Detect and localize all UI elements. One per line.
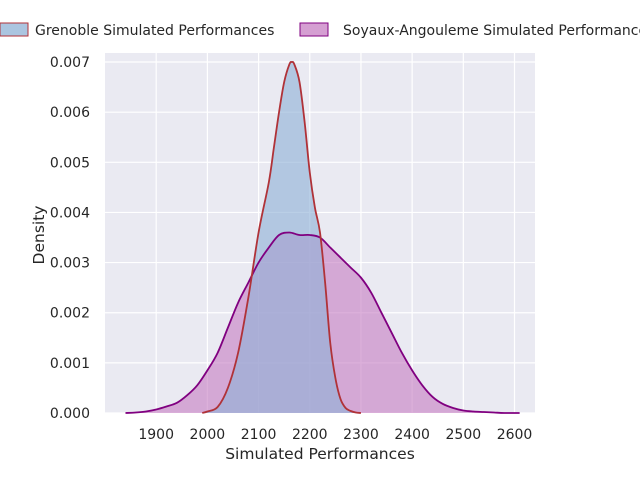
x-tick-label: 2100 [241, 427, 277, 443]
y-tick-label: 0.007 [50, 55, 90, 71]
x-tick-label: 2500 [446, 427, 482, 443]
y-tick-label: 0.006 [50, 105, 90, 121]
y-axis: 0.000 0.001 0.002 0.003 0.004 0.005 0.006 0.007 [50, 55, 90, 422]
plot-area [125, 61, 520, 414]
series-line-0 [202, 61, 362, 414]
legend-swatch-0 [0, 22, 29, 37]
legend: Grenoble Simulated Performances Soyaux-An… [0, 22, 640, 39]
x-tick-label: 1900 [138, 427, 174, 443]
x-tick-label: 2600 [497, 427, 533, 443]
y-tick-label: 0.003 [50, 256, 90, 272]
y-axis-label: Density [30, 206, 48, 265]
x-tick-label: 2200 [292, 427, 328, 443]
x-axis-label: Simulated Performances [225, 445, 415, 463]
x-tick-label: 2400 [394, 427, 430, 443]
series-area-0 [202, 61, 361, 414]
y-tick-label: 0.004 [50, 205, 90, 221]
legend-swatch-1 [299, 22, 329, 37]
y-tick-label: 0.000 [50, 406, 90, 422]
legend-label-0: Grenoble Simulated Performances [35, 23, 274, 39]
x-tick-label: 2000 [190, 427, 226, 443]
legend-label-1: Soyaux-Angouleme Simulated Performances [343, 23, 640, 39]
y-tick-label: 0.005 [50, 155, 90, 171]
x-axis: 1900 2000 2100 2200 2300 2400 2500 2600 [138, 427, 532, 443]
x-tick-label: 2300 [343, 427, 379, 443]
y-tick-label: 0.002 [50, 306, 90, 322]
y-tick-label: 0.001 [50, 356, 90, 372]
